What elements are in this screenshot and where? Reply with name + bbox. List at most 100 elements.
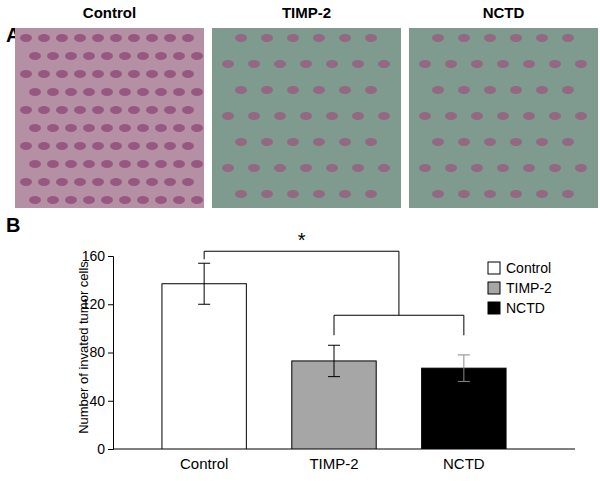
cell xyxy=(155,196,167,204)
x-tick: NCTD xyxy=(443,449,485,472)
cell xyxy=(419,164,431,172)
cell xyxy=(47,160,59,168)
error-bar-stem xyxy=(334,345,335,376)
cell xyxy=(274,60,286,68)
plot-area xyxy=(162,263,506,449)
cell xyxy=(248,164,260,172)
cell xyxy=(562,138,574,146)
cell xyxy=(137,52,149,60)
y-tick: 80 xyxy=(89,344,113,360)
error-bar xyxy=(198,263,210,304)
cell xyxy=(523,60,535,68)
cell xyxy=(235,86,247,94)
cell xyxy=(83,52,95,60)
y-tick-label: 0 xyxy=(97,441,105,457)
cell xyxy=(549,112,561,120)
micrograph-background xyxy=(15,28,204,208)
error-bar-cap xyxy=(458,354,470,355)
cell xyxy=(38,142,50,150)
cell xyxy=(146,178,158,186)
legend-label: Control xyxy=(506,260,551,276)
cell xyxy=(497,112,509,120)
cell xyxy=(173,52,185,60)
cell xyxy=(339,86,351,94)
cell xyxy=(182,142,194,150)
cell xyxy=(339,138,351,146)
cell xyxy=(20,34,32,42)
cell xyxy=(38,34,50,42)
cell xyxy=(235,190,247,198)
error-bar-cap xyxy=(198,263,210,264)
bracket-line xyxy=(204,251,464,335)
cell xyxy=(65,124,77,132)
cell xyxy=(74,106,86,114)
cell xyxy=(173,160,185,168)
cell xyxy=(119,160,131,168)
legend-swatch xyxy=(488,302,500,314)
cell xyxy=(191,88,203,96)
cell xyxy=(20,70,32,78)
cell xyxy=(119,88,131,96)
cell xyxy=(287,190,299,198)
cell xyxy=(65,160,77,168)
cell xyxy=(173,88,185,96)
cell xyxy=(146,106,158,114)
cell xyxy=(191,160,203,168)
cell xyxy=(74,70,86,78)
cell xyxy=(248,112,260,120)
cell xyxy=(83,88,95,96)
cell xyxy=(222,164,234,172)
cell xyxy=(83,196,95,204)
cell xyxy=(287,86,299,94)
cell xyxy=(523,164,535,172)
cell xyxy=(326,164,338,172)
cell xyxy=(74,178,86,186)
cell xyxy=(137,124,149,132)
y-axis-line xyxy=(108,257,114,450)
image-title: TIMP-2 xyxy=(282,4,331,21)
cell xyxy=(146,142,158,150)
legend-swatch xyxy=(488,282,500,294)
cell xyxy=(155,52,167,60)
cell xyxy=(29,196,41,204)
cell xyxy=(65,52,77,60)
cell xyxy=(164,34,176,42)
cell xyxy=(110,142,122,150)
cell xyxy=(458,190,470,198)
cell xyxy=(261,34,273,42)
cell xyxy=(352,164,364,172)
cell xyxy=(562,190,574,198)
cell xyxy=(497,164,509,172)
cell xyxy=(101,160,113,168)
cell xyxy=(287,138,299,146)
cell xyxy=(300,164,312,172)
cell xyxy=(261,86,273,94)
cell xyxy=(484,190,496,198)
cell xyxy=(191,196,203,204)
cell xyxy=(313,34,325,42)
cell xyxy=(56,142,68,150)
cell xyxy=(47,196,59,204)
image-title: NCTD xyxy=(483,4,525,21)
cell xyxy=(339,190,351,198)
y-tick-label: 80 xyxy=(89,344,105,360)
error-bar-stem xyxy=(463,355,464,382)
cell xyxy=(56,106,68,114)
significance-star: * xyxy=(298,229,306,251)
cell xyxy=(191,124,203,132)
cell xyxy=(191,52,203,60)
cell xyxy=(575,60,587,68)
cell xyxy=(110,178,122,186)
cell xyxy=(326,112,338,120)
cell xyxy=(182,178,194,186)
legend-swatch xyxy=(488,262,500,274)
panel-label: B xyxy=(6,214,20,236)
cell xyxy=(182,70,194,78)
cell xyxy=(313,86,325,94)
cell xyxy=(365,190,377,198)
cell xyxy=(523,112,535,120)
cell xyxy=(352,60,364,68)
error-bar-cap xyxy=(458,381,470,382)
cell xyxy=(510,86,522,94)
cell xyxy=(128,106,140,114)
